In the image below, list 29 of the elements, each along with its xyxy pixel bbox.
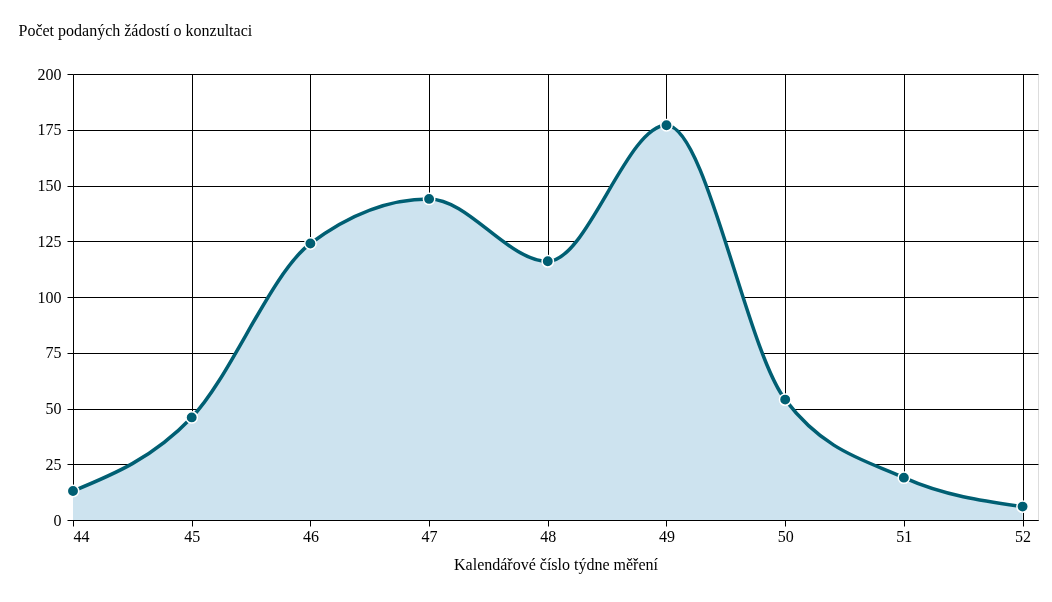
y-tick-label: 125: [37, 232, 62, 250]
x-tick-label: 52: [1015, 527, 1032, 545]
point: [660, 118, 673, 132]
y-tick-label: 150: [37, 177, 62, 194]
y-tick-label: 75: [45, 344, 62, 362]
point: [1016, 500, 1030, 514]
y-tick-label: 175: [37, 121, 62, 139]
y-tick-label: 25: [45, 455, 62, 473]
x-tick-label: 47: [421, 527, 438, 545]
point: [185, 410, 199, 424]
x-tick-label: 48: [540, 527, 557, 545]
x-tick-label: 51: [896, 527, 913, 545]
point: [66, 484, 80, 498]
point: [778, 393, 792, 407]
point: [897, 471, 911, 485]
x-axis-title: Kalendářové číslo týdne měření: [454, 555, 659, 574]
x-tick-label: 49: [658, 527, 675, 545]
point: [422, 192, 436, 206]
y-tick-label: 50: [45, 400, 62, 417]
x-tick-label: 46: [302, 527, 319, 545]
x-tick-label: 50: [777, 527, 794, 545]
point: [303, 237, 317, 250]
y-tick-label: 100: [37, 288, 62, 306]
x-tick-label: 45: [184, 527, 201, 545]
point: [541, 254, 555, 268]
x-tick-label: 44: [73, 527, 90, 545]
y-tick-label: 200: [37, 65, 62, 83]
y-tick-label: 0: [53, 511, 62, 529]
y-axis-title: Počet podaných žádostí o konzultaci: [18, 21, 253, 40]
